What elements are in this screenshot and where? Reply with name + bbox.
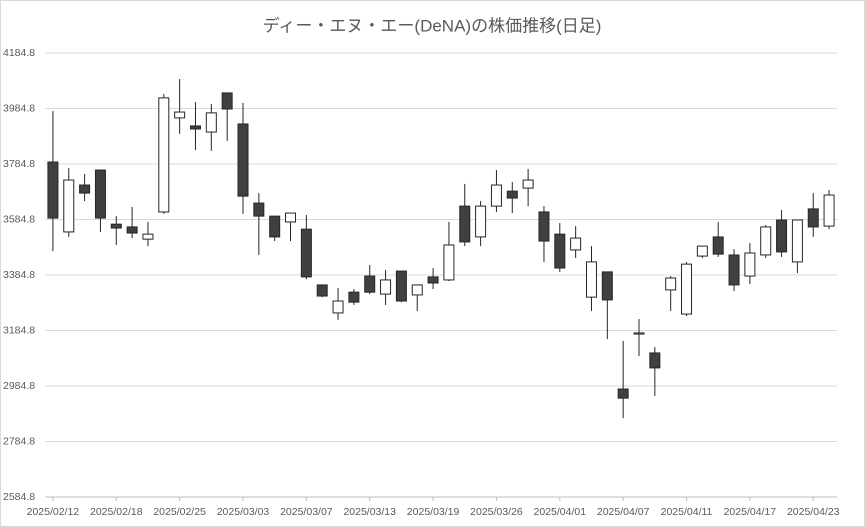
y-tick-label: 4184.8 xyxy=(3,47,35,59)
x-tick-label: 2025/04/07 xyxy=(597,506,650,518)
candle-body xyxy=(205,112,217,133)
x-tick-label: 2025/03/03 xyxy=(217,506,270,518)
x-tick-label: 2025/02/18 xyxy=(90,506,143,518)
candle-body xyxy=(142,233,154,240)
x-tick-label: 2025/04/23 xyxy=(787,506,840,518)
candle-body xyxy=(744,252,756,277)
candle-body xyxy=(380,279,392,295)
y-tick-label: 2784.8 xyxy=(3,435,35,447)
y-tick-label: 3184.8 xyxy=(3,324,35,336)
candle-body xyxy=(633,332,645,335)
candle-body xyxy=(237,123,249,197)
y-tick-label: 2984.8 xyxy=(3,380,35,392)
x-tick-label: 2025/02/12 xyxy=(27,506,80,518)
candle-body xyxy=(585,261,597,298)
candle-body xyxy=(348,291,360,303)
chart-title: ディー・エヌ・エー(DeNA)の株価推移(日足) xyxy=(263,15,602,35)
x-tick-label: 2025/04/11 xyxy=(661,506,713,518)
candle-body xyxy=(570,237,582,251)
candle-body xyxy=(490,184,502,207)
x-tick-label: 2025/04/17 xyxy=(724,506,777,518)
candle-body xyxy=(110,223,122,229)
candle-body xyxy=(791,219,803,263)
candle-body xyxy=(776,219,788,253)
candle-body xyxy=(126,226,138,234)
candle-body xyxy=(601,271,613,301)
candle-body xyxy=(285,212,297,223)
x-tick-label: 2025/02/25 xyxy=(153,506,206,518)
candle-body xyxy=(63,179,75,233)
candle-body xyxy=(221,92,233,110)
candle-body xyxy=(411,284,423,296)
candle-body xyxy=(696,245,708,257)
candle-body xyxy=(807,208,819,228)
candle-body xyxy=(47,161,59,219)
candle-body xyxy=(174,111,186,119)
x-tick-label: 2025/03/07 xyxy=(280,506,333,518)
candle-body xyxy=(269,215,281,238)
y-tick-label: 3984.8 xyxy=(3,102,35,114)
candle-body xyxy=(823,194,835,227)
y-tick-label: 2584.8 xyxy=(3,491,35,503)
candle-body xyxy=(253,202,265,217)
y-tick-label: 3584.8 xyxy=(3,213,35,225)
candle-body xyxy=(158,97,170,213)
candle-body xyxy=(94,169,106,219)
candle-body xyxy=(665,277,677,291)
candle-body xyxy=(681,263,693,315)
candle-body xyxy=(522,179,534,189)
candle-body xyxy=(728,254,740,286)
candle-body xyxy=(506,190,518,199)
x-tick-label: 2025/03/13 xyxy=(343,506,396,518)
candle-body xyxy=(712,236,724,255)
candle-body xyxy=(300,228,312,278)
candle-body xyxy=(475,205,487,238)
candle-body xyxy=(316,284,328,297)
candle-body xyxy=(395,270,407,302)
candle-body xyxy=(364,275,376,293)
candle-body xyxy=(617,388,629,399)
candle-body xyxy=(554,233,566,269)
x-tick-label: 2025/04/01 xyxy=(534,506,587,518)
candle-body xyxy=(332,300,344,314)
candle-body xyxy=(649,352,661,369)
x-tick-label: 2025/03/26 xyxy=(470,506,523,518)
x-tick-label: 2025/03/19 xyxy=(407,506,460,518)
candle-body xyxy=(459,205,471,243)
candle-body xyxy=(443,244,455,281)
candle-body xyxy=(79,184,91,194)
candle-body xyxy=(538,211,550,242)
candle-body xyxy=(189,125,201,130)
candle-body xyxy=(427,276,439,284)
y-tick-label: 3384.8 xyxy=(3,269,35,281)
y-tick-label: 3784.8 xyxy=(3,158,35,170)
candle-body xyxy=(760,226,772,256)
